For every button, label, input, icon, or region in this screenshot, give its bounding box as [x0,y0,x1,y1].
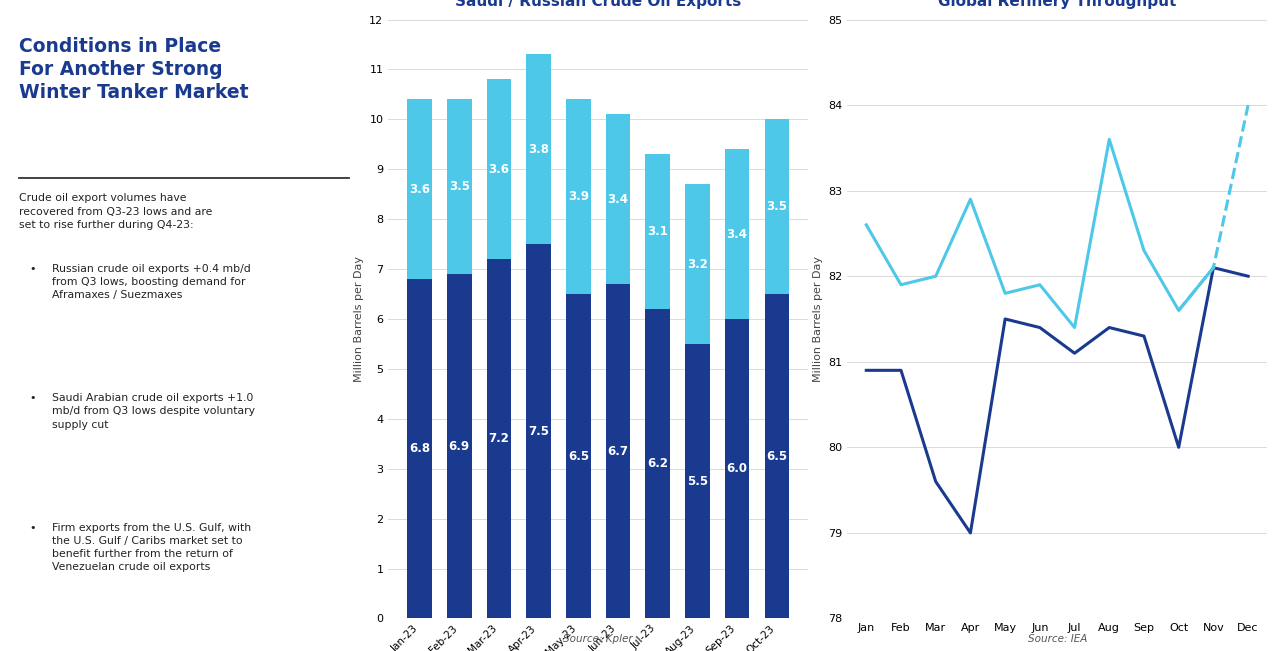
Text: 6.0: 6.0 [727,462,748,475]
2022 [1137,332,1152,340]
Text: 3.6: 3.6 [410,183,430,196]
2023 [1102,135,1117,143]
Bar [645,309,669,618]
Bar [566,294,590,618]
2022 [928,478,943,486]
2022 [1206,264,1221,271]
Bar [764,119,788,294]
Text: Source: IEA: Source: IEA [1028,635,1087,644]
Bar [685,344,709,618]
2023 [928,272,943,280]
Bar [526,244,550,618]
Text: 3.1: 3.1 [648,225,668,238]
Bar [447,100,471,274]
Text: Firm exports from the U.S. Gulf, with
the U.S. Gulf / Caribs market set to
benef: Firm exports from the U.S. Gulf, with th… [52,523,251,572]
Text: •: • [29,264,36,274]
Bar [447,274,471,618]
Text: 3.8: 3.8 [529,143,549,156]
Bar [407,279,431,618]
Text: 3.5: 3.5 [767,201,787,213]
Text: Russian crude oil exports +0.4 mb/d
from Q3 lows, boosting demand for
Aframaxes : Russian crude oil exports +0.4 mb/d from… [52,264,251,300]
2023 [1206,264,1221,271]
Bar [486,259,511,618]
2023 [1137,247,1152,255]
Bar [605,284,630,618]
Text: Crude oil export volumes have
recovered from Q3-23 lows and are
set to rise furt: Crude oil export volumes have recovered … [19,193,212,230]
Text: 3.9: 3.9 [568,190,589,203]
Line: 2022: 2022 [867,268,1248,533]
Text: 7.2: 7.2 [489,432,509,445]
Text: 7.5: 7.5 [529,425,549,437]
Bar [685,184,709,344]
Text: Source: Kpler: Source: Kpler [563,635,634,644]
Y-axis label: Million Barrels per Day: Million Barrels per Day [353,256,364,382]
2023 [893,281,909,288]
Bar [764,294,788,618]
2023 [1171,307,1187,314]
Text: 3.4: 3.4 [727,228,748,241]
Bar [486,79,511,259]
2022 [893,367,909,374]
Text: 6.7: 6.7 [608,445,628,458]
Title: Global Refinery Throughput: Global Refinery Throughput [938,0,1176,8]
2022 [1032,324,1047,331]
Text: 3.5: 3.5 [449,180,470,193]
Text: •: • [29,393,36,403]
Text: 3.6: 3.6 [489,163,509,176]
Bar [724,149,749,319]
Text: 6.5: 6.5 [568,450,589,463]
Bar [724,319,749,618]
2022 [1102,324,1117,331]
Title: Saudi / Russian Crude Oil Exports: Saudi / Russian Crude Oil Exports [456,0,741,8]
2023 [1032,281,1047,288]
2022 [1171,443,1187,451]
Text: 3.4: 3.4 [608,193,628,206]
Bar [605,115,630,284]
2023 [997,290,1012,298]
Text: 5.5: 5.5 [687,475,708,488]
2022 [997,315,1012,323]
2022 [963,529,978,537]
Y-axis label: Million Barrels per Day: Million Barrels per Day [813,256,823,382]
Text: 6.5: 6.5 [767,450,787,463]
2022 [859,367,874,374]
Text: 6.8: 6.8 [410,442,430,455]
Bar [407,100,431,279]
Text: 6.9: 6.9 [449,440,470,452]
Text: Saudi Arabian crude oil exports +1.0
mb/d from Q3 lows despite voluntary
supply : Saudi Arabian crude oil exports +1.0 mb/… [52,393,255,430]
2022 [1240,272,1256,280]
2023 [859,221,874,229]
Bar [566,100,590,294]
Text: 6.2: 6.2 [648,457,668,470]
Bar [526,55,550,244]
2022 [1066,350,1082,357]
Text: •: • [29,523,36,533]
Text: 3.2: 3.2 [687,258,708,271]
Line: 2023: 2023 [867,139,1213,327]
Text: Conditions in Place
For Another Strong
Winter Tanker Market: Conditions in Place For Another Strong W… [19,38,248,102]
Bar [645,154,669,309]
2023 [1066,324,1082,331]
2023 [963,195,978,203]
